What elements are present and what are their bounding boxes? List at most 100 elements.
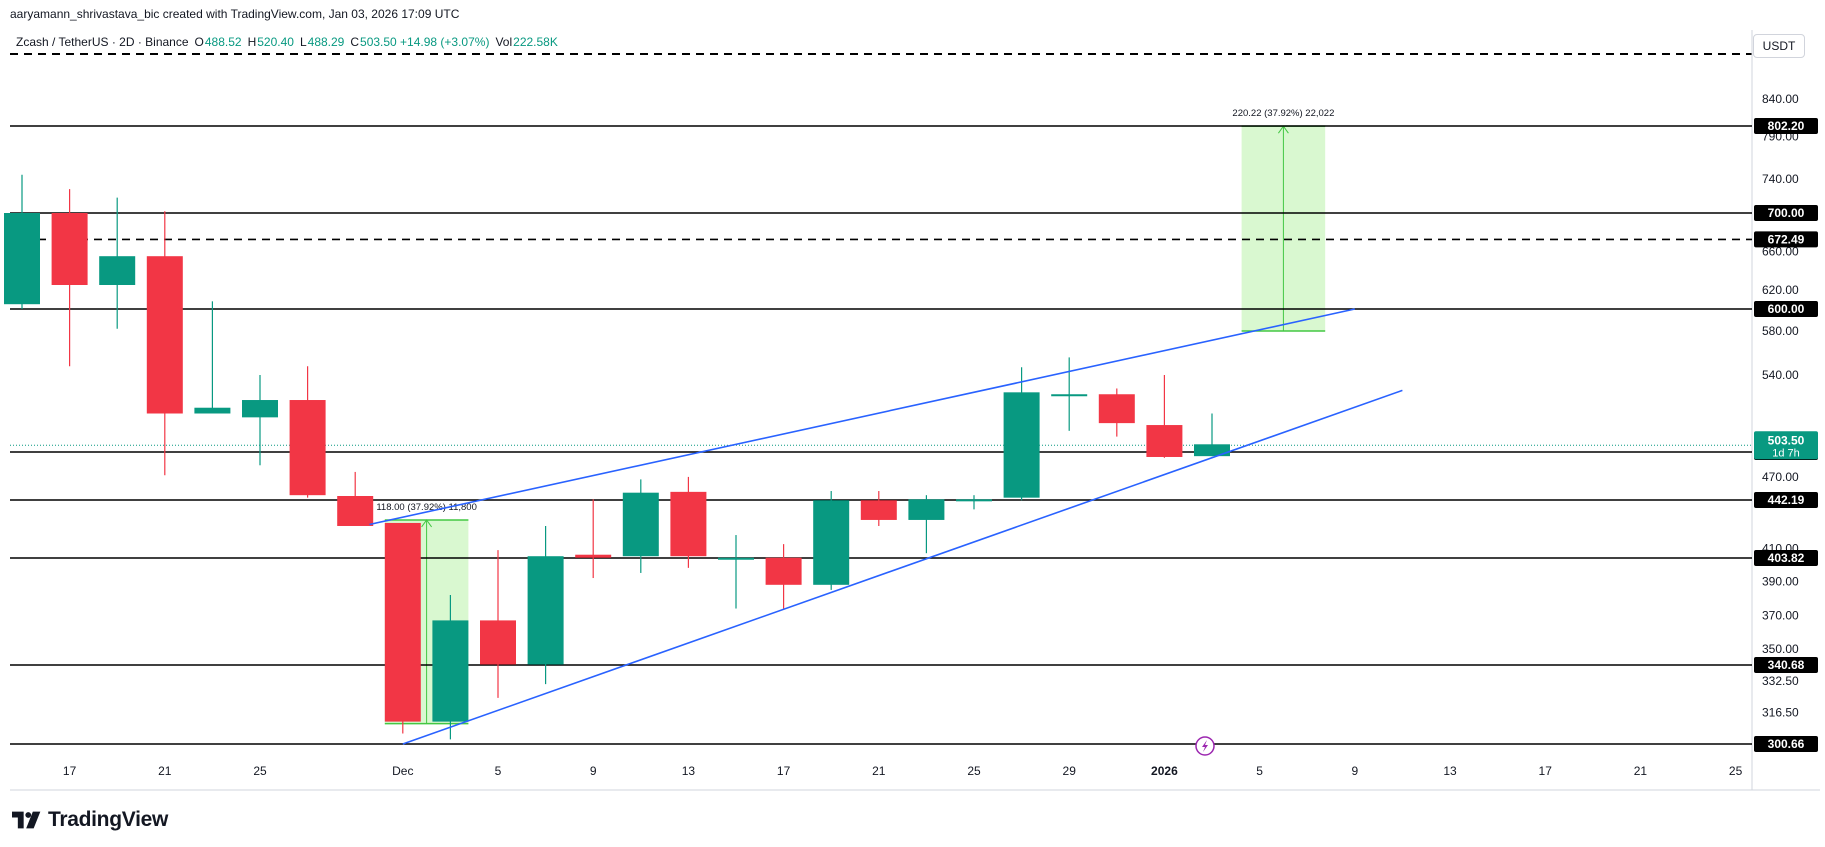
ohlc-c: C 503.50 +14.98 (+3.07%) — [350, 35, 489, 49]
x-tick-label: 13 — [682, 764, 696, 778]
tradingview-logo-text: TradingView — [48, 808, 169, 831]
ohlc-o: O 488.52 — [195, 35, 242, 49]
candle-body[interactable] — [1003, 392, 1040, 498]
candle-body[interactable] — [146, 256, 183, 414]
chart-attribution: aaryamann_shrivastava_bic created with T… — [10, 7, 460, 21]
candle-body[interactable] — [51, 213, 88, 285]
x-tick-label: 17 — [63, 764, 77, 778]
x-tick-label: 9 — [1351, 764, 1358, 778]
price-chart[interactable]: 118.00 (37.92%) 11,800 220.22 (37.92%) 22… — [0, 0, 1825, 800]
price-level-tag-label: 442.19 — [1768, 493, 1805, 507]
y-tick-label: 540.00 — [1762, 368, 1799, 382]
bar-countdown: 1d 7h — [1772, 447, 1800, 459]
x-tick-label: 9 — [590, 764, 597, 778]
x-tick-label: 5 — [1256, 764, 1263, 778]
candle-body[interactable] — [670, 491, 707, 557]
x-tick-label: 29 — [1063, 764, 1077, 778]
price-level-tag — [1754, 657, 1818, 673]
candle-body[interactable] — [718, 557, 754, 560]
ohlc-h: H 520.40 — [248, 35, 294, 49]
price-level-tag — [1754, 301, 1818, 317]
trend-line[interactable] — [402, 389, 1403, 745]
price-level-tag-label: 802.20 — [1768, 119, 1805, 133]
price-level-tag — [1754, 550, 1818, 566]
candle-body[interactable] — [432, 620, 469, 722]
price-level-tag — [1754, 492, 1818, 508]
x-tick-label: Dec — [392, 764, 413, 778]
y-tick-label: 580.00 — [1762, 324, 1799, 338]
x-tick-label: 21 — [1634, 764, 1648, 778]
x-tick-label: 25 — [1729, 764, 1743, 778]
symbol-legend: Zcash / TetherUS · 2D · Binance O 488.52 H… — [16, 35, 564, 49]
candle-body[interactable] — [527, 556, 564, 665]
ohlc-values: O 488.52 H 520.40 L 488.29 C 503.50 +14.98 (+3.… — [195, 35, 564, 49]
x-tick-label: 17 — [777, 764, 791, 778]
ohlc-key: L — [299, 35, 307, 49]
candle-body[interactable] — [337, 496, 374, 526]
candle-body[interactable] — [860, 500, 897, 520]
ohlc-value: 520.40 — [257, 35, 294, 49]
measure-arrow-head — [421, 519, 433, 528]
candle-body[interactable] — [242, 400, 278, 418]
x-tick-label: 5 — [495, 764, 502, 778]
price-level-tag-label: 403.82 — [1768, 551, 1805, 565]
y-tick-label: 620.00 — [1762, 283, 1799, 297]
y-tick-label: 470.00 — [1762, 470, 1799, 484]
candle-body[interactable] — [575, 554, 612, 558]
ohlc-value: 503.50 +14.98 (+3.07%) — [360, 35, 490, 49]
price-level-tag — [1754, 231, 1818, 248]
price-level-tag-label: 700.00 — [1768, 206, 1805, 220]
price-level-tag — [1754, 736, 1818, 752]
price-level-tag-label: 600.00 — [1768, 302, 1805, 316]
ohlc-key: H — [247, 35, 257, 49]
y-tick-label: 390.00 — [1762, 574, 1799, 588]
candle-body[interactable] — [4, 213, 40, 305]
candle-body[interactable] — [1098, 394, 1135, 424]
x-tick-label: 17 — [1539, 764, 1553, 778]
price-level-tag — [1754, 205, 1818, 221]
x-tick-label: 25 — [967, 764, 981, 778]
x-tick-label: 21 — [158, 764, 172, 778]
candle-body[interactable] — [194, 407, 231, 414]
ohlc-key: O — [194, 35, 204, 49]
tradingview-logo-icon — [12, 811, 41, 829]
trend-line[interactable] — [369, 308, 1355, 526]
y-tick-label: 332.50 — [1762, 674, 1799, 688]
candle-body[interactable] — [956, 499, 992, 502]
y-tick-label: 350.00 — [1762, 642, 1799, 656]
tradingview-logo[interactable]: TradingView — [12, 808, 168, 832]
x-tick-label: 21 — [872, 764, 886, 778]
candle-body[interactable] — [1051, 394, 1088, 397]
y-tick-label: 370.00 — [1762, 608, 1799, 622]
candle-body[interactable] — [765, 557, 802, 585]
symbol-title[interactable]: Zcash / TetherUS · 2D · Binance — [16, 35, 189, 49]
price-level-tag-label: 340.68 — [1768, 658, 1805, 672]
ohlc-value: 488.29 — [307, 35, 345, 49]
y-tick-label: 740.00 — [1762, 172, 1799, 186]
ohlc-key: Vol — [495, 35, 513, 49]
candle-body[interactable] — [99, 256, 136, 285]
ohlc-value: 222.58K — [513, 35, 558, 49]
candle-body[interactable] — [1146, 425, 1183, 457]
currency-button[interactable]: USDT — [1753, 34, 1805, 58]
measure-range-label: 118.00 (37.92%) 11,800 — [376, 502, 477, 513]
ohlc-l: L 488.29 — [300, 35, 344, 49]
candle-body[interactable] — [480, 620, 516, 665]
measure-range-label: 220.22 (37.92%) 22,022 — [1232, 108, 1334, 119]
ohlc-key: C — [350, 35, 360, 49]
candle-body[interactable] — [908, 499, 945, 520]
candle-body[interactable] — [622, 492, 659, 557]
candle-body[interactable] — [1194, 444, 1230, 457]
last-price-value: 503.50 — [1768, 433, 1805, 447]
ohlc-vol: Vol 222.58K — [495, 35, 557, 49]
ohlc-value: 488.52 — [204, 35, 242, 49]
price-level-tag — [1754, 118, 1818, 134]
candle-body[interactable] — [384, 522, 421, 722]
candle-body[interactable] — [289, 400, 326, 496]
x-tick-label: 25 — [253, 764, 267, 778]
price-level-tag-label: 300.66 — [1768, 737, 1805, 751]
candle-body[interactable] — [813, 500, 850, 585]
y-tick-label: 660.00 — [1762, 244, 1799, 258]
y-tick-label: 840.00 — [1762, 92, 1799, 106]
y-tick-label: 316.50 — [1762, 706, 1799, 720]
